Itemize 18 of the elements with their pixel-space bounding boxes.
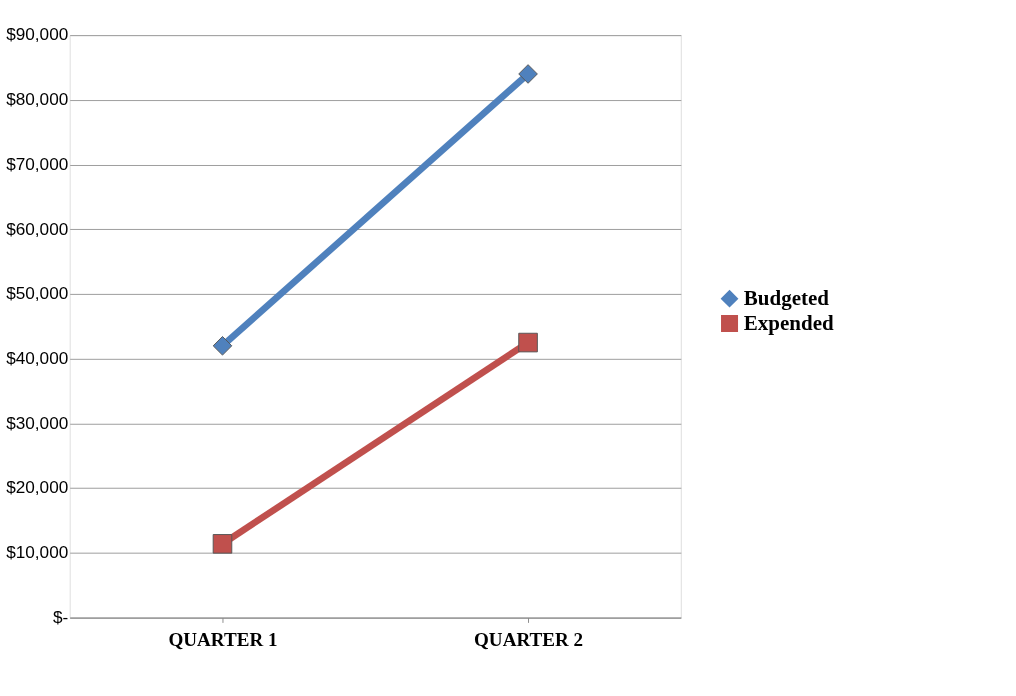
- point: [518, 332, 538, 353]
- y-tick-label: $10,000: [6, 542, 69, 563]
- y-tick-label: $30,000: [6, 412, 69, 433]
- y-tick-label: $40,000: [6, 348, 69, 368]
- y-tick-label: $80,000: [6, 89, 69, 110]
- point: [212, 336, 233, 356]
- legend-label: Expended: [743, 311, 835, 336]
- y-tick-label: $-: [52, 606, 69, 627]
- y-tick-label: $90,000: [6, 24, 69, 45]
- x-tick-label: QUARTER 1: [168, 628, 278, 650]
- y-tick-label: $20,000: [6, 477, 69, 498]
- y-tick-label: $50,000: [6, 283, 69, 304]
- y-tick-label: $60,000: [6, 218, 69, 239]
- point: [518, 64, 538, 84]
- x-tick-label: QUARTER 2: [474, 628, 584, 650]
- y-tick-label: $70,000: [6, 153, 69, 174]
- legend-label: Budgeted: [743, 286, 830, 311]
- point: [212, 534, 233, 554]
